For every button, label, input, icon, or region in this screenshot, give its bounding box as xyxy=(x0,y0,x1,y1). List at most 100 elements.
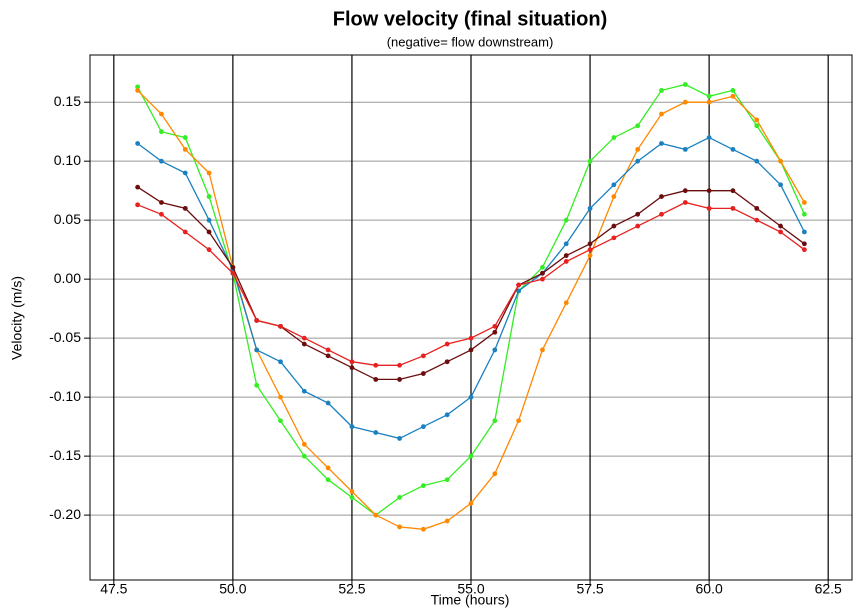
data-point xyxy=(182,146,188,152)
data-point xyxy=(349,359,355,365)
y-tick-label: 0.05 xyxy=(54,211,81,227)
data-point xyxy=(301,341,307,347)
data-point xyxy=(682,200,688,205)
data-point xyxy=(135,184,141,190)
data-point xyxy=(468,500,474,506)
x-tick-label: 60.0 xyxy=(696,581,723,597)
data-point xyxy=(182,170,188,176)
data-point xyxy=(730,146,736,152)
plot-frame xyxy=(89,54,853,581)
data-point xyxy=(373,362,379,368)
data-point xyxy=(682,188,688,194)
data-point xyxy=(587,253,593,258)
x-tick-label: 62.5 xyxy=(815,581,842,597)
data-point xyxy=(635,211,641,217)
data-point xyxy=(492,418,498,424)
x-tick-label: 47.5 xyxy=(100,581,127,597)
data-point xyxy=(659,111,664,117)
data-point xyxy=(420,371,426,376)
y-tick-label: -0.05 xyxy=(49,329,81,345)
data-point xyxy=(706,205,712,211)
data-point xyxy=(730,205,736,211)
data-point xyxy=(301,335,307,341)
data-point xyxy=(468,335,474,341)
data-point xyxy=(611,235,617,241)
data-point xyxy=(182,135,188,140)
data-point xyxy=(587,247,593,253)
data-point xyxy=(254,382,260,388)
y-tick-label: -0.20 xyxy=(49,506,81,522)
data-point xyxy=(159,158,164,164)
data-point xyxy=(778,158,783,164)
data-point xyxy=(706,99,712,105)
chart-title: Flow velocity (final situation) xyxy=(333,8,607,30)
data-point xyxy=(397,377,402,382)
data-point xyxy=(254,347,260,353)
data-point xyxy=(801,247,807,253)
data-point xyxy=(468,453,474,459)
data-point xyxy=(397,362,402,368)
data-point xyxy=(444,359,450,365)
data-point xyxy=(754,205,760,211)
data-point xyxy=(516,288,522,294)
data-point xyxy=(254,318,260,323)
data-point xyxy=(801,211,807,217)
data-point xyxy=(754,123,760,129)
data-point xyxy=(468,394,474,400)
data-point xyxy=(563,217,569,223)
data-point xyxy=(682,82,688,87)
data-point xyxy=(135,87,141,93)
x-tick-label: 55.0 xyxy=(457,581,484,597)
data-point xyxy=(682,99,688,105)
data-point xyxy=(444,518,450,524)
data-point xyxy=(492,347,498,353)
data-point xyxy=(778,223,783,229)
data-point xyxy=(659,141,664,146)
data-point xyxy=(754,217,760,223)
data-point xyxy=(349,489,355,494)
chart-subtitle: (negative= flow downstream) xyxy=(387,34,554,49)
data-point xyxy=(706,188,712,194)
y-tick-label: 0.15 xyxy=(54,93,81,109)
x-tick-label: 50.0 xyxy=(219,581,246,597)
data-point xyxy=(587,158,593,164)
data-point xyxy=(706,135,712,140)
data-point xyxy=(325,400,331,406)
data-point xyxy=(801,200,807,205)
data-point xyxy=(587,205,593,211)
data-point xyxy=(420,424,426,430)
data-point xyxy=(182,205,188,211)
data-point xyxy=(135,202,141,208)
data-point xyxy=(611,135,617,140)
data-point xyxy=(635,223,641,229)
data-point xyxy=(301,388,307,394)
x-tick-label: 52.5 xyxy=(338,581,365,597)
data-point xyxy=(540,264,545,270)
y-tick-label: -0.15 xyxy=(49,447,81,463)
data-point xyxy=(278,323,283,329)
data-point xyxy=(444,477,450,483)
data-point xyxy=(325,353,331,359)
y-tick-label: 0.00 xyxy=(54,270,81,286)
data-point xyxy=(611,223,617,229)
data-point xyxy=(563,241,569,247)
data-point xyxy=(801,241,807,247)
data-point xyxy=(540,276,545,282)
data-point xyxy=(397,495,402,500)
data-point xyxy=(349,424,355,430)
data-point xyxy=(325,477,331,483)
data-point xyxy=(635,123,641,129)
x-axis-label: Time (hours) xyxy=(431,592,510,608)
data-point xyxy=(206,194,212,199)
data-point xyxy=(778,229,783,235)
data-point xyxy=(659,87,664,93)
y-tick-label: 0.10 xyxy=(54,152,81,168)
data-point xyxy=(278,359,283,365)
data-point xyxy=(778,182,783,188)
data-point xyxy=(492,323,498,329)
data-point xyxy=(516,418,522,424)
y-axis-label: Velocity (m/s) xyxy=(9,276,25,360)
data-point xyxy=(159,111,164,117)
data-point xyxy=(135,141,141,146)
data-point xyxy=(420,526,426,532)
